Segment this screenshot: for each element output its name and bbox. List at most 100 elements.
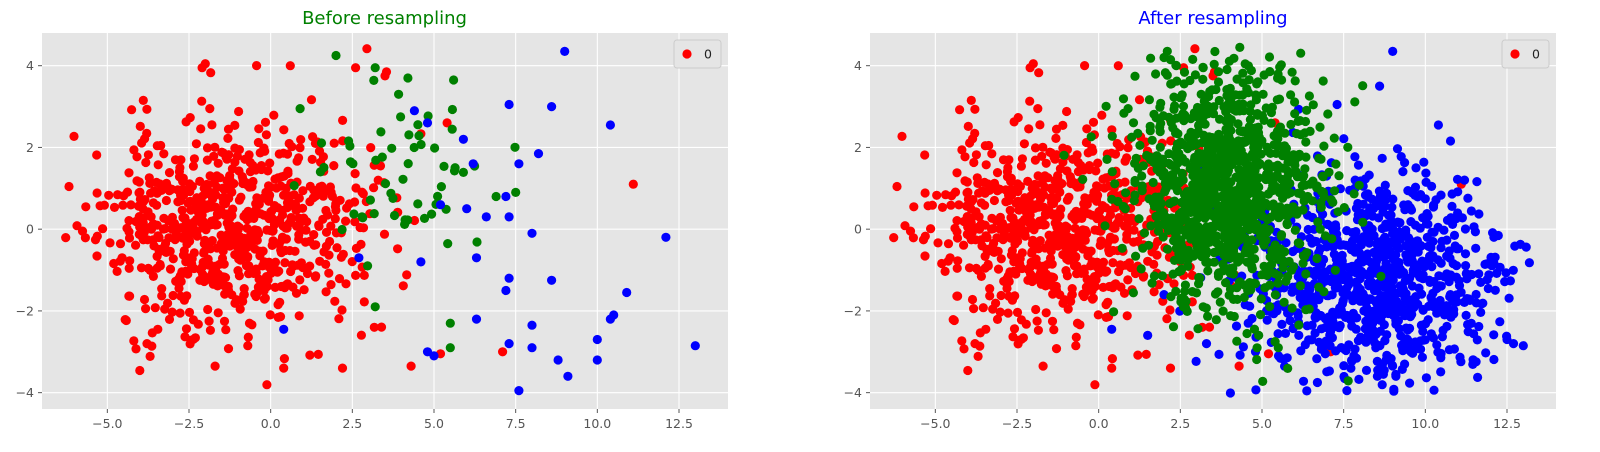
data-point [1201,303,1211,313]
data-point [1229,244,1239,254]
data-point [1251,90,1261,100]
data-point [192,231,202,241]
data-point [295,143,305,153]
data-point [1293,311,1303,321]
data-point [1293,238,1303,248]
data-point [971,235,981,245]
data-point [1121,188,1131,198]
data-point [1251,196,1261,206]
data-point [1282,220,1292,230]
data-point [995,307,1005,317]
data-point [338,249,348,259]
data-point [1116,261,1127,271]
data-point [1238,342,1248,352]
data-point [920,150,930,160]
data-point [369,209,379,219]
data-point [376,127,386,137]
data-point [1123,143,1133,153]
data-point [369,322,379,332]
data-point [370,302,380,312]
data-point [1175,112,1186,122]
data-point [1441,301,1452,311]
data-point [1208,234,1218,245]
data-point [1451,261,1462,271]
data-point [953,256,963,266]
data-point [1453,187,1463,197]
data-point [1239,292,1249,303]
data-point [134,177,144,187]
data-point [1305,233,1315,243]
data-point [1299,196,1309,206]
data-point [1389,384,1399,394]
data-point [1261,235,1271,245]
data-point [527,343,537,353]
data-point [1295,281,1305,291]
data-point [1134,214,1144,224]
data-point [1107,194,1117,204]
data-point [1339,361,1349,371]
data-point [1221,278,1231,288]
data-point [1419,262,1430,272]
data-point [1300,116,1311,127]
data-point [1240,300,1250,310]
data-point [661,232,671,242]
data-point [547,102,557,112]
data-point [161,195,171,206]
data-point [338,115,348,125]
data-point [1403,257,1413,267]
legend-marker [682,49,692,59]
data-point [1078,174,1088,184]
data-point [350,217,360,227]
data-point [1049,193,1059,203]
data-point [326,187,336,197]
data-point [1088,146,1098,156]
data-point [1273,278,1283,288]
data-point [1107,167,1117,177]
data-point [269,110,279,120]
data-point [202,179,212,190]
data-point [1032,316,1042,326]
data-point [504,99,514,110]
data-point [1221,175,1231,185]
data-point [1445,136,1456,146]
legend-box [673,39,722,69]
data-point [1354,180,1364,190]
data-point [242,215,252,225]
data-point [260,146,270,156]
data-point [1148,177,1158,188]
data-point [179,190,189,200]
data-point [1155,127,1165,137]
data-point [1147,153,1157,163]
x-tick-label: −2.5 [1002,416,1032,431]
data-point [1234,361,1244,371]
data-point [1263,189,1273,199]
data-point [1282,208,1292,218]
data-point [370,63,380,73]
data-point [205,171,215,181]
data-point [1107,363,1117,373]
data-point [1278,193,1288,203]
data-point [403,73,413,83]
data-point [1109,307,1119,317]
data-point [404,130,414,140]
data-point [1058,298,1068,308]
data-point [1129,225,1139,235]
data-point [230,298,240,308]
data-point [239,290,249,300]
data-point [1389,252,1399,262]
data-point [1169,255,1180,265]
data-point [1245,279,1255,289]
data-point [1071,252,1081,263]
data-point [1369,231,1379,241]
data-point [1434,271,1444,281]
data-point [199,248,209,258]
data-point [933,238,943,248]
data-point [1270,290,1280,300]
data-point [145,351,155,361]
data-point [1316,344,1326,354]
data-point [553,355,563,365]
data-point [1416,344,1426,354]
data-point [1103,297,1113,307]
data-point [1243,88,1253,98]
data-point [1256,149,1266,159]
